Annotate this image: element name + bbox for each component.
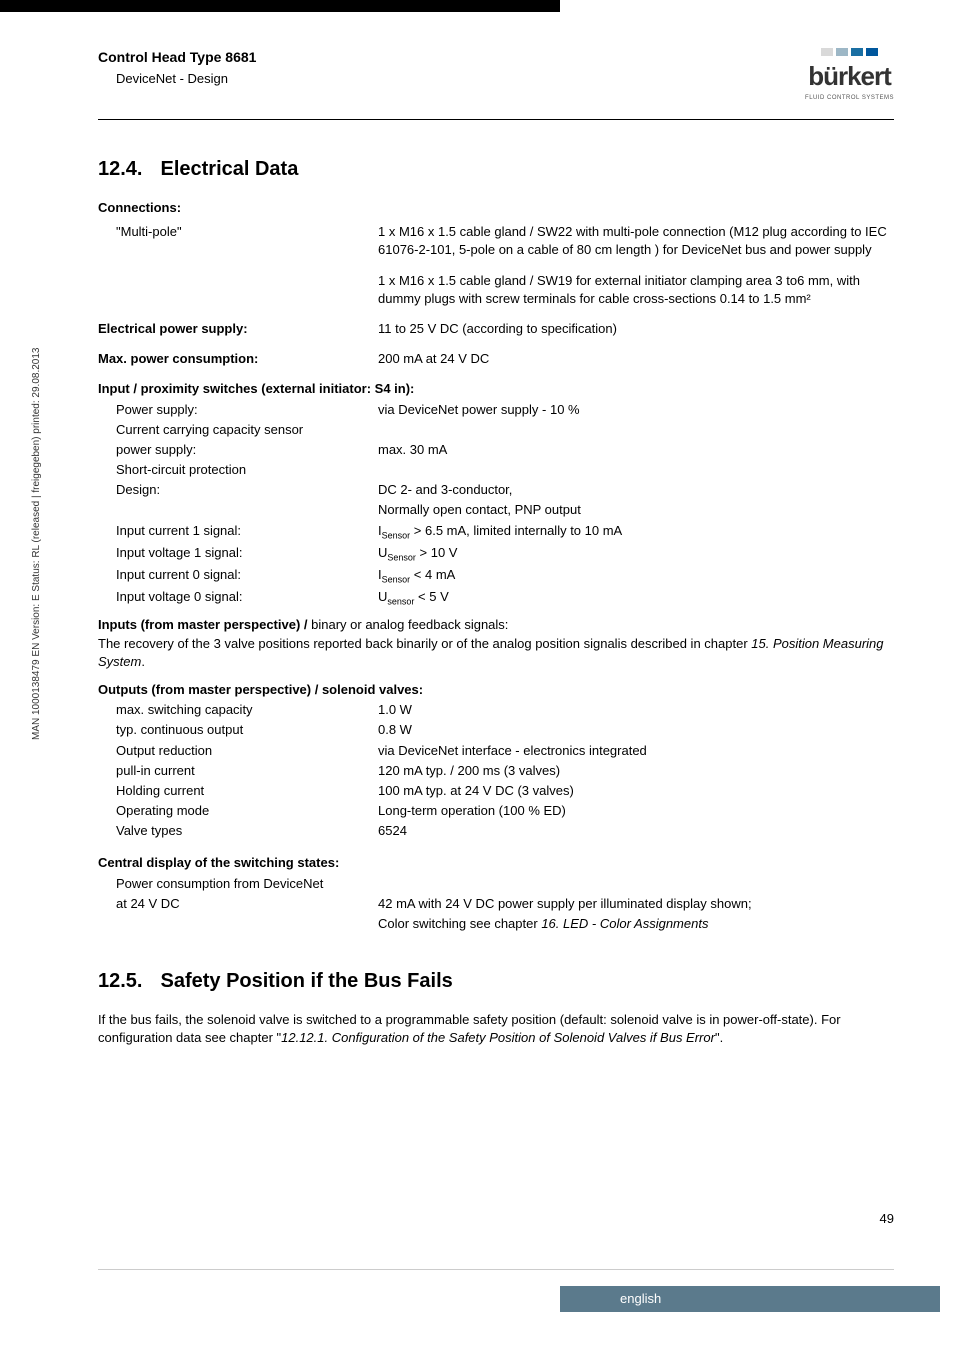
logo-text: bürkert — [808, 58, 891, 94]
multipole-block: "Multi-pole" 1 x M16 x 1.5 cable gland /… — [98, 223, 894, 259]
central-l3i: 16. LED - Color Assignments — [541, 916, 708, 931]
section-12-4-heading: 12.4. Electrical Data — [98, 155, 894, 183]
multipole-text-2: 1 x M16 x 1.5 cable gland / SW19 for ext… — [378, 272, 894, 308]
inputs-text-c: . — [141, 654, 145, 669]
output-row-label: Valve types — [98, 822, 378, 840]
main-content: 12.4. Electrical Data Connections: "Multi… — [98, 155, 894, 1058]
central-l3a: Color switching see chapter — [378, 916, 541, 931]
side-doc-id: MAN 1000138479 EN Version: E Status: RL … — [30, 348, 44, 740]
output-row-label: max. switching capacity — [98, 701, 378, 719]
burkert-logo: bürkert FLUID CONTROL SYSTEMS — [805, 48, 894, 103]
ips-row-label: Current carrying capacity sensor — [98, 421, 378, 439]
output-row-value: 120 mA typ. / 200 ms (3 valves) — [378, 762, 894, 780]
multipole-label: "Multi-pole" — [98, 223, 378, 259]
ips-row-label: Short-circuit protection — [98, 461, 378, 479]
header-left: Control Head Type 8681 DeviceNet - Desig… — [98, 48, 256, 88]
ips-sig-value: ISensor < 4 mA — [378, 566, 894, 586]
section-title-2: Safety Position if the Bus Fails — [160, 970, 452, 992]
ips-sig-label: Input voltage 0 signal: — [98, 588, 378, 608]
ips-rows: Power supply:via DeviceNet power supply … — [98, 401, 894, 520]
s2-text-i: 12.12.1. Configuration of the Safety Pos… — [281, 1030, 715, 1045]
ips-sig-value: Usensor < 5 V — [378, 588, 894, 608]
ips-row-value — [378, 421, 894, 439]
inputs-heading: Inputs (from master perspective) / binar… — [98, 616, 894, 634]
ips-row-value: DC 2- and 3-conductor, — [378, 481, 894, 499]
inputs-label-bold: Inputs (from master perspective) / — [98, 617, 311, 632]
ips-row-label: power supply: — [98, 441, 378, 459]
logo-subtext: FLUID CONTROL SYSTEMS — [805, 94, 894, 102]
page-number: 49 — [880, 1210, 894, 1228]
output-row-label: Holding current — [98, 782, 378, 800]
ips-row-label: Design: — [98, 481, 378, 499]
output-row-value: 0.8 W — [378, 721, 894, 739]
eps-value: 11 to 25 V DC (according to specificatio… — [378, 320, 894, 338]
ips-signal-rows: Input current 1 signal:ISensor > 6.5 mA,… — [98, 522, 894, 609]
s2-text-c: ". — [715, 1030, 723, 1045]
spacer — [98, 915, 378, 933]
section-12-5-heading: 12.5. Safety Position if the Bus Fails — [98, 967, 894, 995]
ips-sig-value: ISensor > 6.5 mA, limited internally to … — [378, 522, 894, 542]
output-row-value: 1.0 W — [378, 701, 894, 719]
ips-label: Input / proximity switches (external ini… — [98, 380, 894, 398]
inputs-text-a: The recovery of the 3 valve positions re… — [98, 636, 751, 651]
footer-language-bar: english — [560, 1286, 940, 1312]
logo-bar-1 — [821, 48, 833, 56]
central-l2l: at 24 V DC — [98, 895, 378, 913]
multipole-text-1: 1 x M16 x 1.5 cable gland / SW22 with mu… — [378, 223, 894, 259]
section-num-2: 12.5. — [98, 970, 142, 992]
mpc-value: 200 mA at 24 V DC — [378, 350, 894, 368]
header-subtitle: DeviceNet - Design — [116, 70, 256, 88]
ips-sig-label: Input current 1 signal: — [98, 522, 378, 542]
outputs-rows: max. switching capacity1.0 Wtyp. continu… — [98, 701, 894, 840]
output-row-value: Long-term operation (100 % ED) — [378, 802, 894, 820]
ips-sig-label: Input voltage 1 signal: — [98, 544, 378, 564]
ips-row-value: via DeviceNet power supply - 10 % — [378, 401, 894, 419]
ips-row-label: Power supply: — [98, 401, 378, 419]
central-l2r: 42 mA with 24 V DC power supply per illu… — [378, 895, 894, 913]
logo-bar-3 — [851, 48, 863, 56]
eps-label: Electrical power supply: — [98, 320, 378, 338]
footer-divider — [98, 1269, 894, 1270]
inputs-label-rest: binary or analog feedback signals: — [311, 617, 508, 632]
header-title: Control Head Type 8681 — [98, 48, 256, 68]
logo-bar-2 — [836, 48, 848, 56]
section-title: Electrical Data — [160, 158, 298, 180]
outputs-label: Outputs (from master perspective) / sole… — [98, 681, 894, 699]
ips-row-value: Normally open contact, PNP output — [378, 501, 894, 519]
output-row-value: 100 mA typ. at 24 V DC (3 valves) — [378, 782, 894, 800]
inputs-paragraph: The recovery of the 3 valve positions re… — [98, 635, 894, 671]
footer-language: english — [620, 1290, 661, 1308]
ips-row-value: max. 30 mA — [378, 441, 894, 459]
section-num: 12.4. — [98, 158, 142, 180]
page-header: Control Head Type 8681 DeviceNet - Desig… — [98, 48, 894, 120]
ips-sig-label: Input current 0 signal: — [98, 566, 378, 586]
output-row-label: typ. continuous output — [98, 721, 378, 739]
ips-row-label — [98, 501, 378, 519]
connections-label: Connections: — [98, 199, 894, 217]
central-l1: Power consumption from DeviceNet — [98, 875, 378, 893]
output-row-label: Operating mode — [98, 802, 378, 820]
s2-paragraph: If the bus fails, the solenoid valve is … — [98, 1011, 894, 1047]
spacer — [98, 272, 378, 308]
ips-row-value — [378, 461, 894, 479]
top-black-bar — [0, 0, 560, 12]
output-row-value: via DeviceNet interface - electronics in… — [378, 742, 894, 760]
logo-bar-4 — [866, 48, 878, 56]
central-label: Central display of the switching states: — [98, 854, 894, 872]
mpc-label: Max. power consumption: — [98, 350, 378, 368]
logo-bars — [821, 48, 878, 56]
output-row-label: pull-in current — [98, 762, 378, 780]
ips-sig-value: USensor > 10 V — [378, 544, 894, 564]
central-l3: Color switching see chapter 16. LED - Co… — [378, 915, 894, 933]
output-row-label: Output reduction — [98, 742, 378, 760]
output-row-value: 6524 — [378, 822, 894, 840]
